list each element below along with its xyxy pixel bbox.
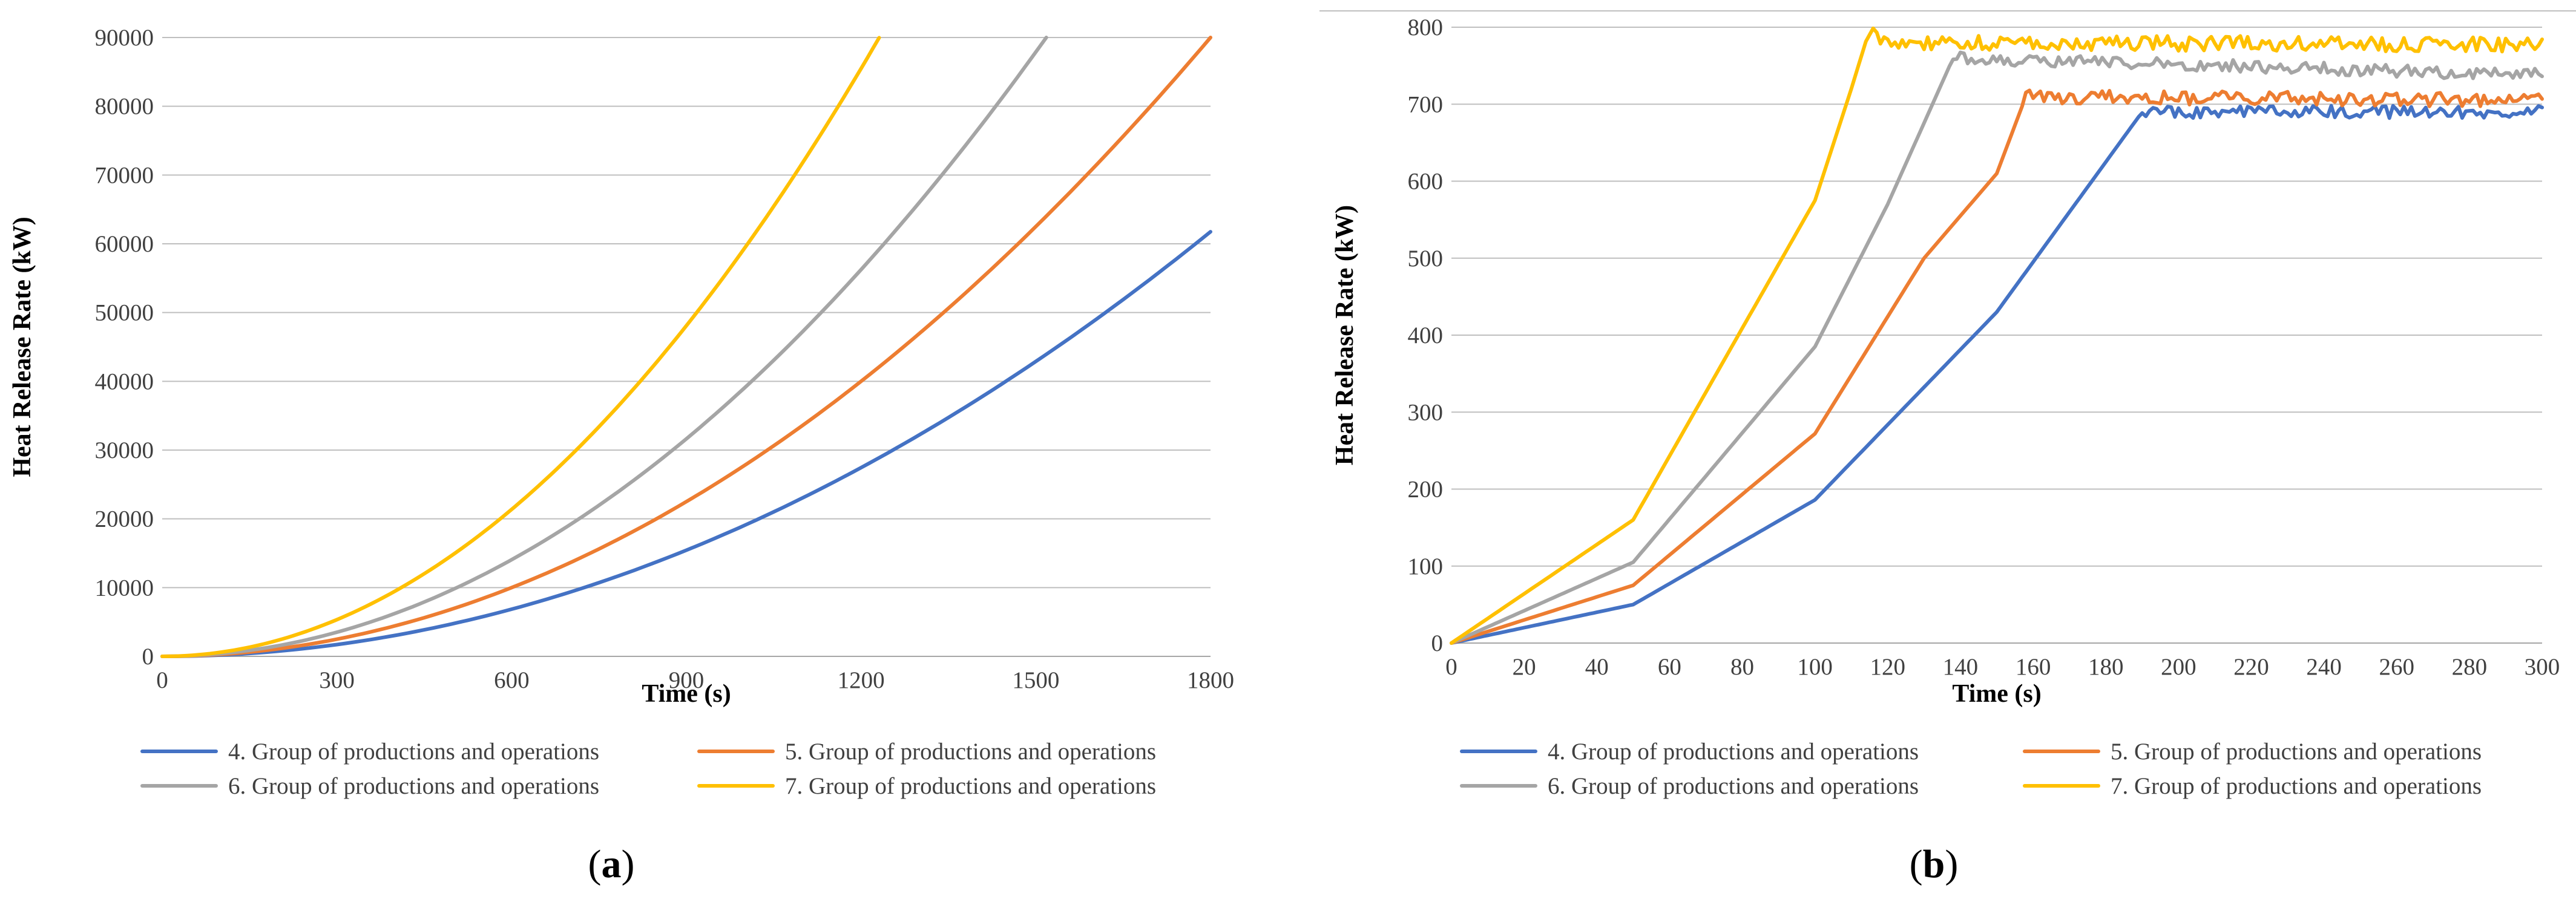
legend-label: 7. Group of productions and operations (785, 773, 1156, 799)
x-tick-label: 260 (2379, 654, 2414, 680)
y-tick-label: 80000 (95, 94, 154, 120)
x-tick-label: 1800 (1187, 667, 1234, 693)
y-tick-label: 30000 (95, 437, 154, 463)
y-axis-title: Heat Release Rate (kW) (1331, 205, 1359, 465)
x-tick-label: 40 (1585, 654, 1609, 680)
legend-item: 7. Group of productions and operations (2023, 773, 2482, 799)
legend-label: 5. Group of productions and operations (2111, 739, 2482, 765)
x-tick-label: 900 (669, 667, 705, 693)
legend-item: 6. Group of productions and operations (1460, 773, 1919, 799)
y-tick-label: 0 (1431, 630, 1444, 656)
x-tick-label: 200 (2161, 654, 2196, 680)
y-tick-label: 200 (1408, 477, 1444, 503)
panel-label-a: (a) (588, 842, 635, 886)
x-axis-title: Time (s) (642, 680, 731, 708)
y-tick-label: 20000 (95, 506, 154, 532)
legend-label: 4. Group of productions and operations (1548, 739, 1919, 765)
legend-label: 4. Group of productions and operations (228, 739, 599, 765)
x-tick-label: 1200 (838, 667, 885, 693)
chart-panel-a: 0 10000 20000 30000 40000 50000 60000 70000 8000… (8, 25, 1234, 799)
chart-panel-b: 0 100 200 300 400 500 600 700 800 0 20 40 60 80 100 120… (1331, 15, 2560, 799)
x-tick-label: 80 (1730, 654, 1754, 680)
series-line-5 (160, 36, 1212, 658)
legend-item: 4. Group of productions and operations (140, 739, 599, 765)
legend-label: 6. Group of productions and operations (228, 773, 599, 799)
legend-label: 6. Group of productions and operations (1548, 773, 1919, 799)
x-tick-label: 60 (1658, 654, 1681, 680)
y-tick-label: 70000 (95, 162, 154, 188)
x-tick-label: 140 (1943, 654, 1979, 680)
y-tick-label: 0 (142, 644, 154, 670)
y-axis-title: Heat Release Rate (kW) (8, 217, 36, 477)
y-tick-label: 300 (1408, 399, 1444, 425)
y-tick-label: 60000 (95, 231, 154, 257)
x-tick-label: 0 (1445, 654, 1457, 680)
y-tick-label: 800 (1408, 15, 1444, 41)
x-tick-label: 180 (2088, 654, 2124, 680)
legend-item: 6. Group of productions and operations (140, 773, 599, 799)
x-tick-label: 300 (319, 667, 355, 693)
y-tick-label: 400 (1408, 322, 1444, 348)
y-tick-label: 100 (1408, 554, 1444, 580)
y-tick-label: 700 (1408, 91, 1444, 117)
x-tick-label: 220 (2233, 654, 2269, 680)
y-tick-label: 500 (1408, 246, 1444, 272)
x-tick-label: 600 (494, 667, 530, 693)
series-line-7 (1450, 26, 2544, 645)
x-tick-label: 160 (2016, 654, 2051, 680)
x-tick-label: 100 (1797, 654, 1833, 680)
y-tick-label: 10000 (95, 575, 154, 601)
series-line-6 (1450, 50, 2544, 645)
x-tick-label: 20 (1513, 654, 1536, 680)
legend-label: 5. Group of productions and operations (785, 739, 1156, 765)
series-line-6 (160, 36, 1048, 658)
x-tick-label: 120 (1870, 654, 1906, 680)
legend-label: 7. Group of productions and operations (2111, 773, 2482, 799)
x-axis-title: Time (s) (1952, 680, 2041, 708)
series-line-5 (1450, 88, 2544, 645)
x-tick-label: 1500 (1012, 667, 1059, 693)
y-tick-label: 40000 (95, 368, 154, 394)
legend-item: 4. Group of productions and operations (1460, 739, 1919, 765)
y-tick-label: 600 (1408, 169, 1444, 195)
series-line-4 (1450, 103, 2544, 645)
x-tick-label: 280 (2452, 654, 2488, 680)
legend-item: 7. Group of productions and operations (697, 773, 1156, 799)
x-tick-label: 300 (2525, 654, 2560, 680)
x-tick-label: 0 (156, 667, 168, 693)
y-tick-label: 50000 (95, 300, 154, 326)
x-tick-label: 240 (2306, 654, 2342, 680)
legend-item: 5. Group of productions and operations (697, 739, 1156, 765)
panel-label-b: (b) (1910, 842, 1959, 886)
series-line-7 (160, 36, 881, 658)
y-tick-label: 90000 (95, 25, 154, 51)
series-line-4 (160, 230, 1212, 658)
legend-item: 5. Group of productions and operations (2023, 739, 2482, 765)
